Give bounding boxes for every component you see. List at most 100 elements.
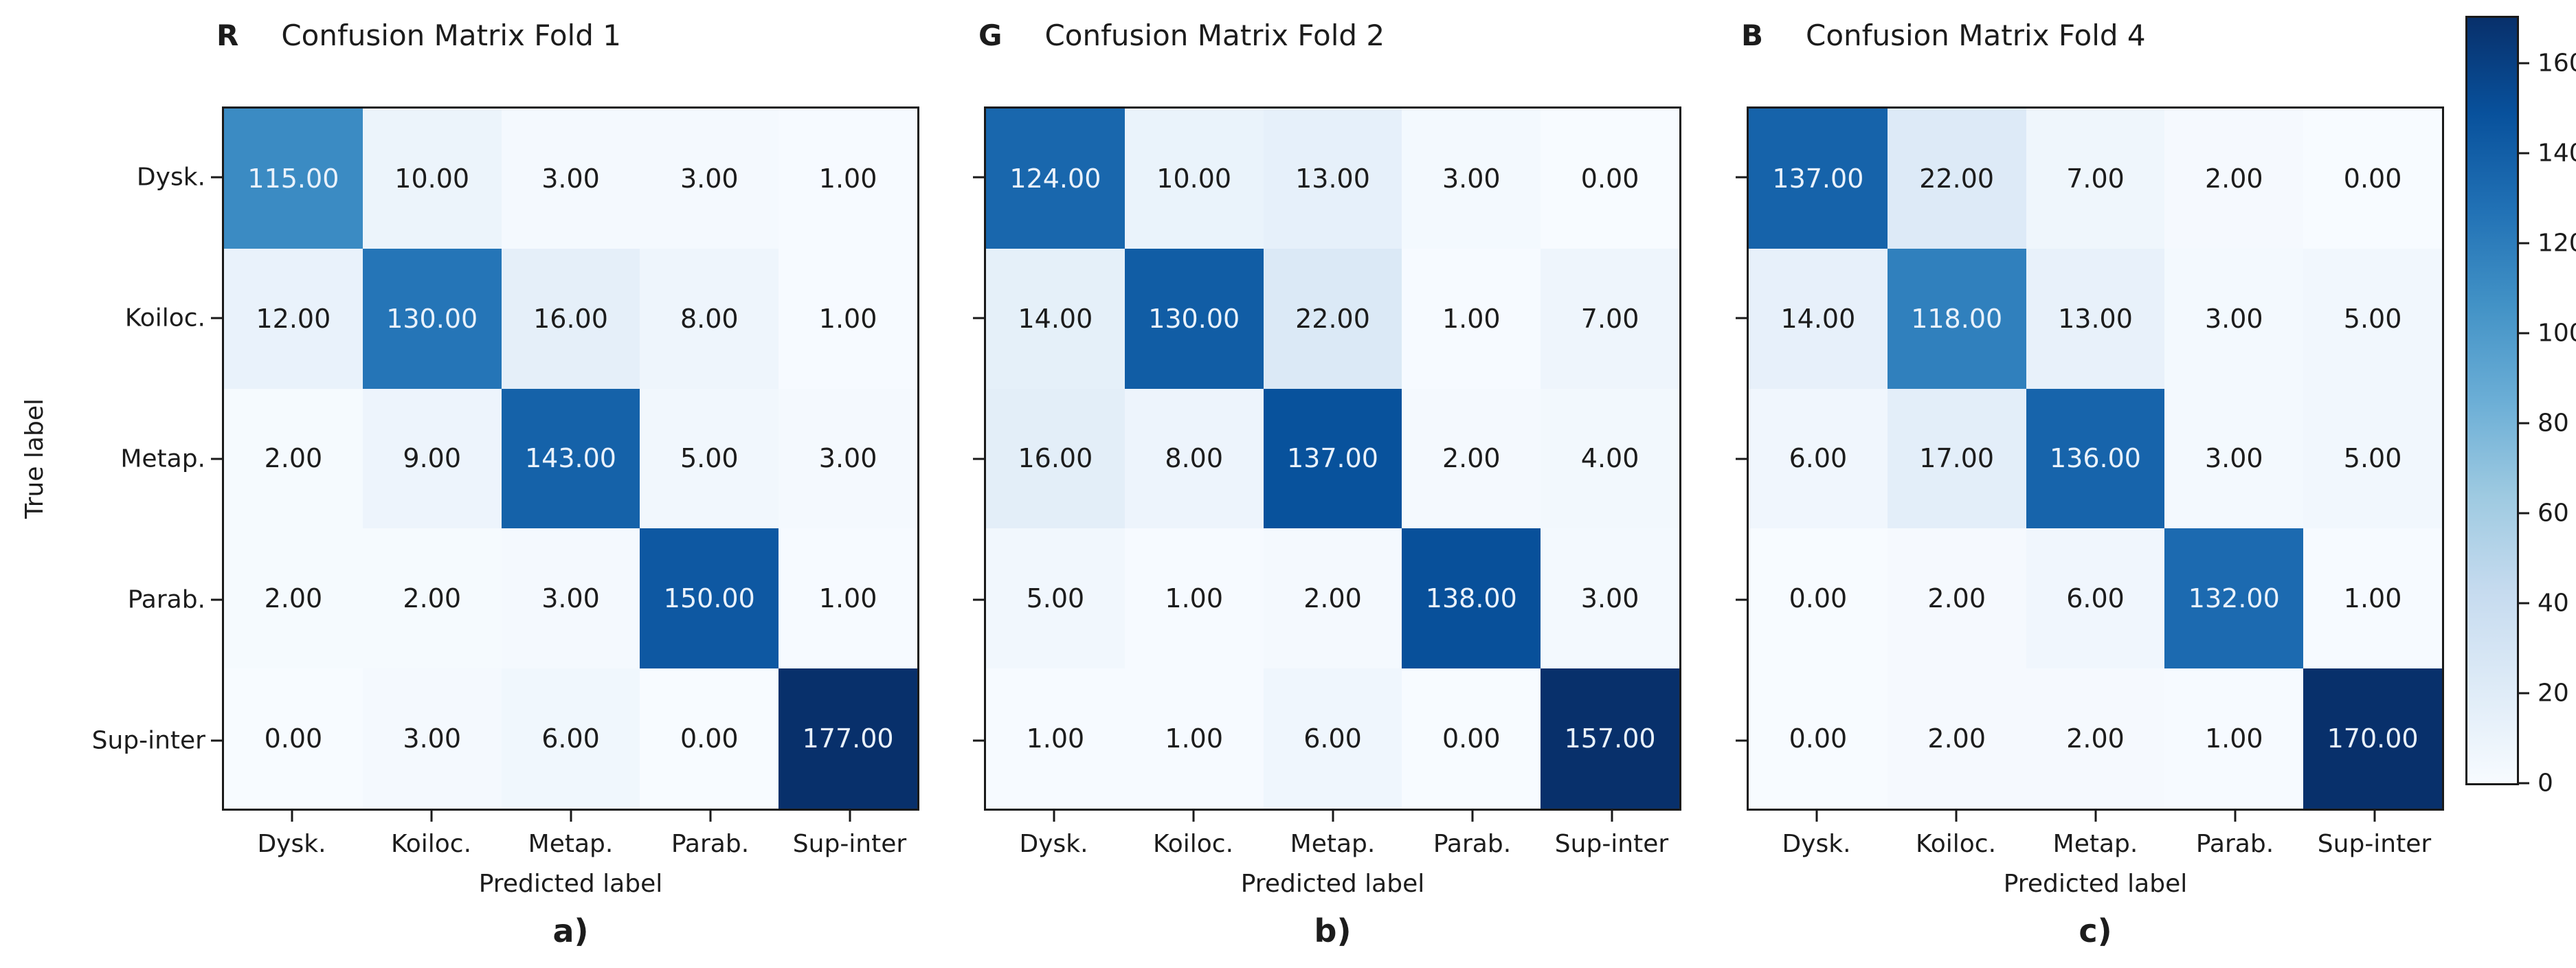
cell-r2-c1: 17.00: [1887, 388, 2026, 529]
y-tick-mark: [973, 598, 984, 600]
cell-r1-c1: 130.00: [1124, 248, 1264, 389]
cell-r1-c0: 14.00: [986, 248, 1125, 389]
cell-r0-c2: 13.00: [1263, 109, 1402, 249]
x-tick-mark: [1611, 811, 1613, 822]
cell-r4-c2: 6.00: [501, 668, 640, 809]
heatmap-grid: 137.00 22.00 7.00 2.00 0.00 14.00 118.00 13.00 3…: [1747, 106, 2444, 811]
cell-r3-c1: 2.00: [1887, 528, 2026, 669]
cell-r4-c1: 1.00: [1124, 668, 1264, 809]
colorbar-tick-label: 20: [2538, 679, 2569, 708]
x-tick-label: Koiloc.: [1152, 830, 1234, 858]
channel-letter: B: [1741, 19, 1764, 52]
y-tick-label: Metap.: [120, 444, 205, 473]
cell-r3-c0: 2.00: [224, 528, 363, 669]
x-tick-label: Koiloc.: [1915, 830, 1997, 858]
subfigure-caption: b): [1314, 912, 1352, 949]
cell-r4-c0: 0.00: [224, 668, 363, 809]
x-tick-label: Parab.: [1433, 830, 1512, 858]
cell-r3-c0: 5.00: [986, 528, 1125, 669]
y-tick-mark: [1736, 176, 1747, 178]
cell-r1-c2: 13.00: [2026, 248, 2165, 389]
plot-title-text: Confusion Matrix Fold 1: [281, 19, 621, 52]
x-tick-label: Dysk.: [1782, 830, 1851, 858]
x-tick-mark: [291, 811, 293, 822]
cell-r2-c0: 6.00: [1749, 388, 1888, 529]
cell-r3-c3: 138.00: [1402, 528, 1541, 669]
cell-r3-c3: 132.00: [2164, 528, 2304, 669]
colorbar-tick-label: 140: [2538, 139, 2576, 168]
y-tick-mark: [211, 739, 222, 741]
x-axis-title: Predicted label: [1240, 870, 1425, 898]
cell-r1-c2: 22.00: [1263, 248, 1402, 389]
cell-r2-c4: 3.00: [779, 388, 917, 529]
cell-r2-c0: 2.00: [224, 388, 363, 529]
plot-title-fold-4: B Confusion Matrix Fold 4: [1741, 19, 2146, 52]
y-tick-mark: [1736, 739, 1747, 741]
cell-r0-c3: 3.00: [640, 109, 779, 249]
x-tick-mark: [1192, 811, 1194, 822]
cell-r2-c1: 9.00: [362, 388, 502, 529]
x-tick-label: Sup-inter: [1554, 830, 1669, 858]
cell-r0-c3: 3.00: [1402, 109, 1541, 249]
heatmap-grid: 115.00 10.00 3.00 3.00 1.00 12.00 130.00 16.00 8…: [222, 106, 919, 811]
colorbar-tick-label: 160: [2538, 49, 2576, 78]
x-tick-label: Metap.: [1290, 830, 1376, 858]
cell-r4-c3: 0.00: [640, 668, 779, 809]
cell-r3-c3: 150.00: [640, 528, 779, 669]
cell-r1-c4: 7.00: [1541, 248, 1679, 389]
y-tick-mark: [973, 739, 984, 741]
x-tick-mark: [430, 811, 432, 822]
x-tick-mark: [849, 811, 851, 822]
colorbar-tick-mark: [2519, 332, 2529, 335]
cell-r1-c1: 118.00: [1887, 248, 2026, 389]
y-tick-mark: [211, 458, 222, 460]
cell-r0-c1: 22.00: [1887, 109, 2026, 249]
cell-r1-c0: 12.00: [224, 248, 363, 389]
cell-r0-c2: 7.00: [2026, 109, 2165, 249]
colorbar-tick-mark: [2519, 62, 2529, 65]
colorbar-tick-label: 60: [2538, 499, 2569, 528]
cell-r4-c3: 0.00: [1402, 668, 1541, 809]
cell-r0-c0: 124.00: [986, 109, 1125, 249]
cell-r2-c4: 4.00: [1541, 388, 1679, 529]
x-tick-mark: [570, 811, 572, 822]
cell-r0-c4: 0.00: [2303, 109, 2442, 249]
y-tick-mark: [211, 176, 222, 178]
y-tick-mark: [973, 458, 984, 460]
y-tick-mark: [973, 317, 984, 319]
cell-r1-c3: 8.00: [640, 248, 779, 389]
cell-r2-c1: 8.00: [1124, 388, 1264, 529]
x-axis-title: Predicted label: [2003, 870, 2188, 898]
x-tick-label: Parab.: [671, 830, 750, 858]
cell-r4-c3: 1.00: [2164, 668, 2304, 809]
cell-r3-c4: 3.00: [1541, 528, 1679, 669]
x-axis-title: Predicted label: [478, 870, 663, 898]
cell-r0-c2: 3.00: [501, 109, 640, 249]
cell-r2-c3: 3.00: [2164, 388, 2304, 529]
x-tick-label: Parab.: [2195, 830, 2274, 858]
x-tick-mark: [1053, 811, 1055, 822]
x-tick-mark: [2234, 811, 2236, 822]
cell-r2-c2: 136.00: [2026, 388, 2165, 529]
x-tick-mark: [1815, 811, 1817, 822]
colorbar-tick-mark: [2519, 782, 2529, 785]
cell-r4-c4: 170.00: [2303, 668, 2442, 809]
x-tick-label: Dysk.: [1019, 830, 1088, 858]
x-tick-mark: [2094, 811, 2096, 822]
x-tick-label: Sup-inter: [792, 830, 907, 858]
cell-r2-c2: 137.00: [1263, 388, 1402, 529]
y-axis-title: True label: [18, 106, 51, 811]
cell-r2-c2: 143.00: [501, 388, 640, 529]
channel-letter: G: [978, 19, 1003, 52]
colorbar-tick-label: 40: [2538, 589, 2569, 618]
cell-r2-c3: 5.00: [640, 388, 779, 529]
cell-r3-c4: 1.00: [2303, 528, 2442, 669]
cell-r4-c0: 0.00: [1749, 668, 1888, 809]
cell-r0-c1: 10.00: [362, 109, 502, 249]
y-axis-title-text: True label: [20, 398, 49, 519]
y-tick-mark: [211, 317, 222, 319]
cell-r1-c4: 1.00: [779, 248, 917, 389]
cell-r0-c3: 2.00: [2164, 109, 2304, 249]
cell-r0-c4: 0.00: [1541, 109, 1679, 249]
